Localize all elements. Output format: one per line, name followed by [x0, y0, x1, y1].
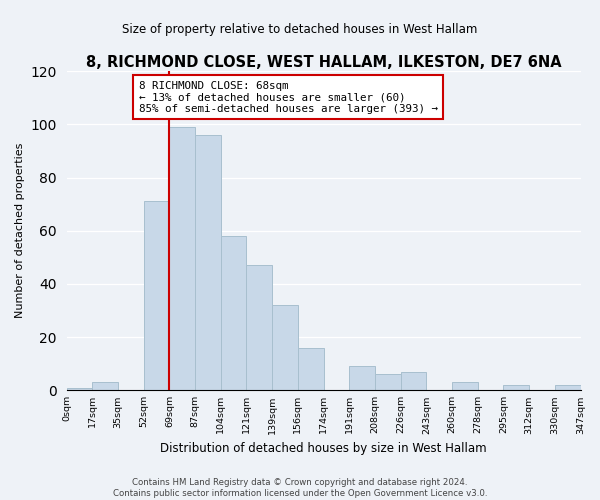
Text: Contains HM Land Registry data © Crown copyright and database right 2024.
Contai: Contains HM Land Registry data © Crown c… — [113, 478, 487, 498]
Text: 8 RICHMOND CLOSE: 68sqm
← 13% of detached houses are smaller (60)
85% of semi-de: 8 RICHMOND CLOSE: 68sqm ← 13% of detache… — [139, 80, 437, 114]
Bar — [555, 385, 581, 390]
Bar — [503, 385, 529, 390]
Bar — [452, 382, 478, 390]
Bar — [195, 135, 221, 390]
Title: 8, RICHMOND CLOSE, WEST HALLAM, ILKESTON, DE7 6NA: 8, RICHMOND CLOSE, WEST HALLAM, ILKESTON… — [86, 55, 562, 70]
Bar — [298, 348, 323, 391]
Bar — [349, 366, 375, 390]
Text: Size of property relative to detached houses in West Hallam: Size of property relative to detached ho… — [122, 22, 478, 36]
Bar — [272, 305, 298, 390]
X-axis label: Distribution of detached houses by size in West Hallam: Distribution of detached houses by size … — [160, 442, 487, 455]
Bar — [221, 236, 247, 390]
Bar — [67, 388, 92, 390]
Bar — [169, 127, 195, 390]
Bar — [401, 372, 427, 390]
Bar — [92, 382, 118, 390]
Bar — [375, 374, 401, 390]
Bar — [144, 202, 169, 390]
Y-axis label: Number of detached properties: Number of detached properties — [15, 143, 25, 318]
Bar — [247, 266, 272, 390]
